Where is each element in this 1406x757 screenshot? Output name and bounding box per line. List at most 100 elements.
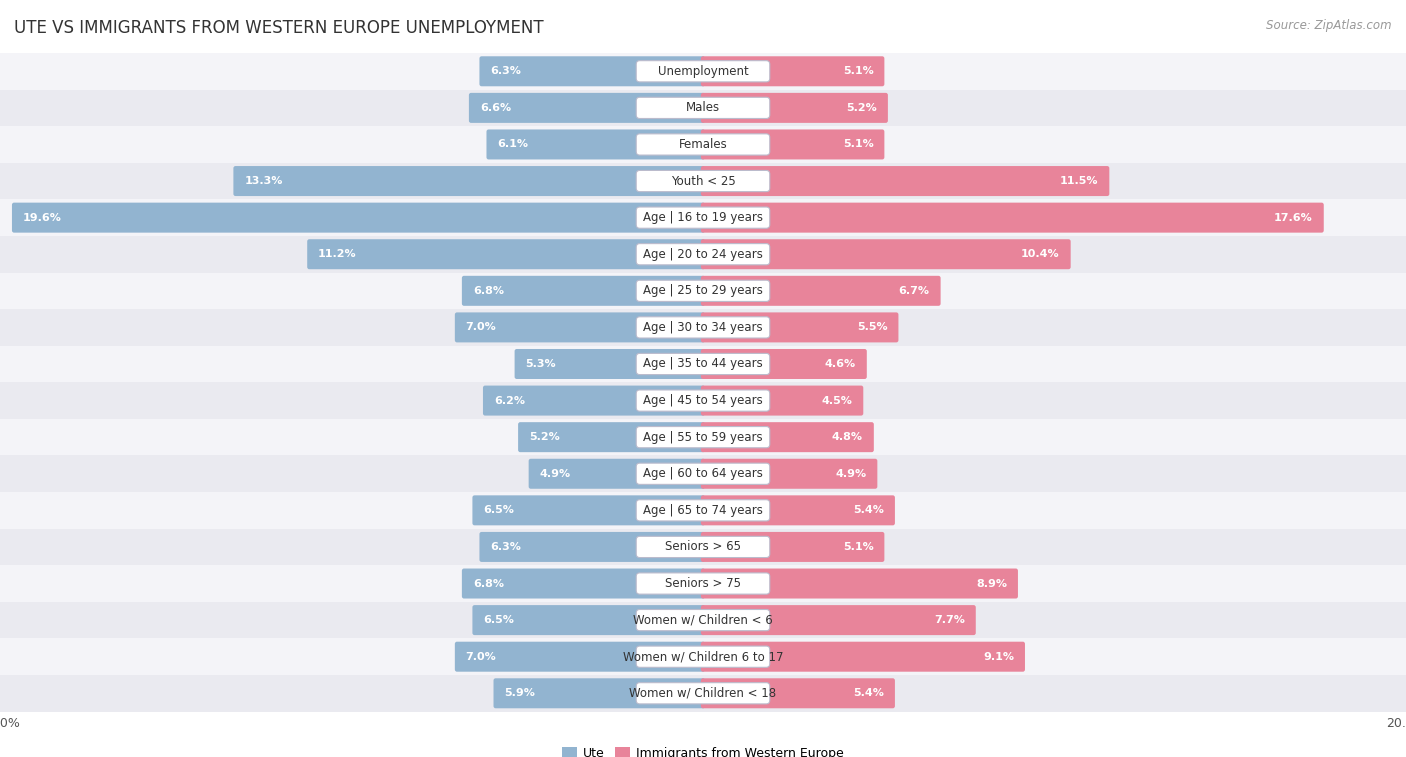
Bar (0, 456, 1406, 492)
FancyBboxPatch shape (472, 495, 704, 525)
Text: 6.8%: 6.8% (472, 286, 503, 296)
Text: Age | 20 to 24 years: Age | 20 to 24 years (643, 248, 763, 260)
FancyBboxPatch shape (700, 56, 884, 86)
Text: Age | 60 to 64 years: Age | 60 to 64 years (643, 467, 763, 480)
Text: 6.6%: 6.6% (479, 103, 510, 113)
Text: UTE VS IMMIGRANTS FROM WESTERN EUROPE UNEMPLOYMENT: UTE VS IMMIGRANTS FROM WESTERN EUROPE UN… (14, 19, 544, 37)
Text: Unemployment: Unemployment (658, 65, 748, 78)
Text: 8.9%: 8.9% (976, 578, 1007, 588)
Text: 19.6%: 19.6% (22, 213, 62, 223)
FancyBboxPatch shape (636, 609, 770, 631)
Bar (0, 89, 1406, 126)
Text: 4.5%: 4.5% (821, 396, 852, 406)
FancyBboxPatch shape (479, 56, 704, 86)
Text: 5.2%: 5.2% (529, 432, 560, 442)
FancyBboxPatch shape (636, 316, 770, 338)
Bar (0, 163, 1406, 199)
Text: 4.8%: 4.8% (832, 432, 863, 442)
FancyBboxPatch shape (700, 532, 884, 562)
FancyBboxPatch shape (700, 203, 1324, 232)
FancyBboxPatch shape (636, 97, 770, 119)
Text: 6.5%: 6.5% (484, 615, 515, 625)
FancyBboxPatch shape (636, 244, 770, 265)
Text: Women w/ Children < 18: Women w/ Children < 18 (630, 687, 776, 699)
FancyBboxPatch shape (700, 642, 1025, 671)
Bar (0, 528, 1406, 565)
Bar (0, 53, 1406, 89)
FancyBboxPatch shape (454, 642, 704, 671)
Bar (0, 565, 1406, 602)
FancyBboxPatch shape (636, 170, 770, 192)
Bar (0, 236, 1406, 273)
Text: Age | 30 to 34 years: Age | 30 to 34 years (643, 321, 763, 334)
Text: 5.1%: 5.1% (842, 139, 873, 149)
FancyBboxPatch shape (700, 605, 976, 635)
Text: Youth < 25: Youth < 25 (671, 175, 735, 188)
Text: 6.2%: 6.2% (494, 396, 524, 406)
Text: 9.1%: 9.1% (983, 652, 1014, 662)
Legend: Ute, Immigrants from Western Europe: Ute, Immigrants from Western Europe (557, 742, 849, 757)
Bar (0, 346, 1406, 382)
Text: 5.1%: 5.1% (842, 542, 873, 552)
FancyBboxPatch shape (636, 207, 770, 229)
Text: 5.4%: 5.4% (853, 506, 884, 516)
Bar (0, 199, 1406, 236)
FancyBboxPatch shape (700, 129, 884, 160)
FancyBboxPatch shape (636, 426, 770, 448)
Text: 7.0%: 7.0% (465, 652, 496, 662)
FancyBboxPatch shape (700, 678, 896, 709)
FancyBboxPatch shape (454, 313, 704, 342)
Text: 11.2%: 11.2% (318, 249, 357, 259)
FancyBboxPatch shape (700, 349, 866, 379)
FancyBboxPatch shape (636, 354, 770, 375)
FancyBboxPatch shape (636, 646, 770, 668)
Text: 7.7%: 7.7% (934, 615, 965, 625)
Text: 5.5%: 5.5% (856, 322, 887, 332)
FancyBboxPatch shape (529, 459, 704, 489)
Bar (0, 492, 1406, 528)
FancyBboxPatch shape (700, 495, 896, 525)
Text: 6.3%: 6.3% (491, 542, 522, 552)
FancyBboxPatch shape (700, 93, 889, 123)
FancyBboxPatch shape (636, 500, 770, 521)
FancyBboxPatch shape (636, 280, 770, 301)
Text: Males: Males (686, 101, 720, 114)
Text: 5.9%: 5.9% (505, 688, 536, 698)
Text: 11.5%: 11.5% (1060, 176, 1098, 186)
FancyBboxPatch shape (636, 536, 770, 558)
Text: 6.3%: 6.3% (491, 67, 522, 76)
FancyBboxPatch shape (484, 385, 706, 416)
Text: Age | 16 to 19 years: Age | 16 to 19 years (643, 211, 763, 224)
FancyBboxPatch shape (700, 422, 873, 452)
Bar (0, 675, 1406, 712)
FancyBboxPatch shape (700, 313, 898, 342)
Text: 13.3%: 13.3% (245, 176, 283, 186)
Text: 6.1%: 6.1% (498, 139, 529, 149)
FancyBboxPatch shape (636, 390, 770, 411)
Bar (0, 309, 1406, 346)
FancyBboxPatch shape (700, 459, 877, 489)
FancyBboxPatch shape (308, 239, 704, 269)
Text: 10.4%: 10.4% (1021, 249, 1060, 259)
FancyBboxPatch shape (486, 129, 704, 160)
Text: Age | 35 to 44 years: Age | 35 to 44 years (643, 357, 763, 370)
FancyBboxPatch shape (700, 276, 941, 306)
Text: 6.8%: 6.8% (472, 578, 503, 588)
Bar (0, 602, 1406, 638)
FancyBboxPatch shape (700, 385, 863, 416)
FancyBboxPatch shape (494, 678, 704, 709)
FancyBboxPatch shape (636, 134, 770, 155)
FancyBboxPatch shape (700, 166, 1109, 196)
FancyBboxPatch shape (636, 683, 770, 704)
Text: Seniors > 65: Seniors > 65 (665, 540, 741, 553)
Text: Women w/ Children < 6: Women w/ Children < 6 (633, 614, 773, 627)
Text: Age | 45 to 54 years: Age | 45 to 54 years (643, 394, 763, 407)
FancyBboxPatch shape (233, 166, 704, 196)
Text: Women w/ Children 6 to 17: Women w/ Children 6 to 17 (623, 650, 783, 663)
FancyBboxPatch shape (468, 93, 704, 123)
Text: 6.5%: 6.5% (484, 506, 515, 516)
FancyBboxPatch shape (517, 422, 706, 452)
Text: Females: Females (679, 138, 727, 151)
Text: 4.9%: 4.9% (540, 469, 571, 478)
Bar (0, 273, 1406, 309)
